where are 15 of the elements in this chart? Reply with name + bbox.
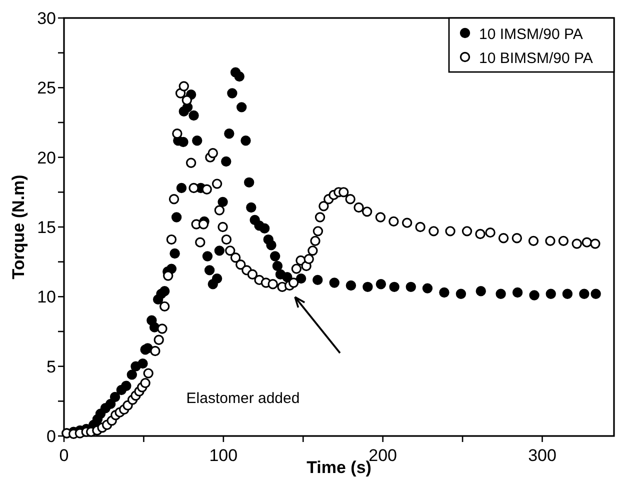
y-tick-label: 25	[37, 78, 56, 98]
x-tick-label: 100	[209, 446, 238, 465]
y-axis-title: Torque (N.m)	[9, 174, 28, 280]
x-tick-label: 300	[528, 446, 556, 465]
y-tick-label: 20	[37, 148, 56, 168]
legend-label: 10 BIMSM/90 PA	[479, 50, 593, 67]
x-tick-label: 0	[59, 446, 69, 465]
y-tick-label: 15	[37, 218, 56, 237]
annotation: Elastomer added	[186, 390, 300, 407]
y-tick-label: 30	[37, 9, 56, 28]
y-tick-label: 10	[37, 288, 56, 307]
y-tick-label: 5	[46, 357, 56, 376]
x-tick-label: 200	[368, 446, 398, 465]
y-tick-label: 0	[46, 427, 56, 446]
legend-label: 10 IMSM/90 PA	[479, 26, 583, 43]
